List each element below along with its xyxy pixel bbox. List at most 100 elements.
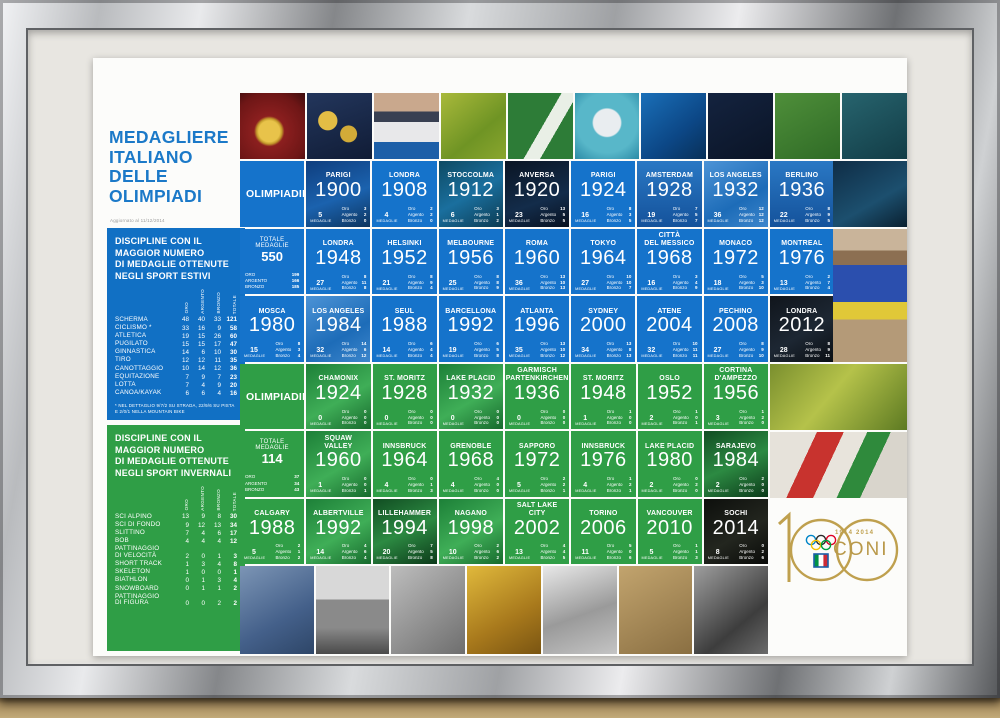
medal-labels: Oro Argento Bronzo bbox=[739, 341, 755, 359]
game-city: GRENOBLE bbox=[450, 442, 492, 450]
medal-count: 34 MEDAGLIE bbox=[575, 347, 597, 359]
game-cell-londra-2012: LONDRA 2012 28 MEDAGLIE Oro Argento Bronzo 8 9 11 bbox=[769, 296, 834, 362]
discipline-row: LOTTA 7 4 9 20 bbox=[115, 381, 237, 389]
discipline-value: 2 bbox=[233, 585, 237, 593]
medal-numbers: 13 10 12 bbox=[560, 341, 566, 359]
discipline-value: 1 bbox=[201, 585, 205, 593]
medal-count: 5 MEDAGLIE bbox=[310, 211, 332, 223]
game-city: LOS ANGELES bbox=[312, 307, 365, 315]
game-city: CITTÀ DEL MESSICO bbox=[644, 232, 695, 247]
medal-labels: Oro Argento Bronzo bbox=[606, 341, 623, 359]
photo-runner-celebrating bbox=[833, 229, 907, 362]
discipline-value: 1 bbox=[217, 552, 221, 560]
medal-labels: Oro Argento Bronzo bbox=[540, 543, 557, 561]
game-cell-oslo-1952: OSLO 1952 2 MEDAGLIE Oro Argento Bronzo 1 0 1 bbox=[637, 364, 702, 430]
medal-row: 5 MEDAGLIE Oro Argento Bronzo 2 2 1 bbox=[509, 476, 565, 494]
medal-labels: Oro Argento Bronzo bbox=[540, 206, 557, 223]
discipline-name: PUGILATO bbox=[115, 340, 148, 348]
medal-labels: Oro Argento Bronzo bbox=[407, 206, 424, 223]
discipline-value: 17 bbox=[213, 340, 221, 348]
discipline-value: 13 bbox=[213, 521, 221, 529]
medal-numbers: 13 8 13 bbox=[626, 341, 632, 359]
winter-disciplines-panel: DISCIPLINE CON IL MAGGIOR NUMERO DI MEDAGL… bbox=[107, 425, 245, 651]
game-cell-mosca-1980: MOSCA 1980 15 MEDAGLIE Oro Argento Bronzo 8 3 4 bbox=[240, 296, 305, 362]
game-cell-pechino-2008: PECHINO 2008 27 MEDAGLIE Oro Argento Bronzo 8 9 1… bbox=[703, 296, 768, 362]
discipline-value: 19 bbox=[181, 332, 189, 340]
medal-labels: Oro Argento Bronzo bbox=[407, 543, 424, 561]
game-year: 1956 bbox=[712, 382, 760, 404]
game-cell-parigi-1924: PARIGI 1924 16 MEDAGLIE Oro Argento Bronzo 8 3 5 bbox=[571, 161, 636, 227]
game-city: ST. MORITZ bbox=[582, 375, 624, 383]
game-cell-cortina-d-ampezzo-1956: CORTINA D'AMPEZZO 1956 3 MEDAGLIE Oro Argento B… bbox=[703, 364, 768, 430]
discipline-value: 1 bbox=[185, 569, 189, 577]
game-city: MOSCA bbox=[258, 307, 286, 315]
medal-count: 14 MEDAGLIE bbox=[376, 347, 398, 359]
game-cell-stoccolma-1912: STOCCOLMA 1912 6 MEDAGLIE Oro Argento Bronzo 3 1… bbox=[438, 161, 503, 227]
games-total-cell: TOTALE MEDAGLIE 114 ORO 37 ARGENTO 34 BRONZO 43 bbox=[240, 431, 305, 497]
discipline-value: 30 bbox=[229, 349, 237, 357]
discipline-value: 2 bbox=[185, 552, 189, 560]
discipline-name: SNOWBOARD bbox=[115, 584, 159, 592]
discipline-value: 48 bbox=[181, 316, 189, 324]
discipline-row: SCHERMA 48 40 33 121 bbox=[115, 316, 237, 324]
summer-disciplines-panel: DISCIPLINE CON IL MAGGIOR NUMERO DI MEDAGL… bbox=[107, 228, 245, 420]
game-city: STOCCOLMA bbox=[447, 172, 495, 180]
game-year: 1992 bbox=[447, 314, 495, 337]
discipline-value: 4 bbox=[217, 560, 221, 568]
medal-row: 25 MEDAGLIE Oro Argento Bronzo 8 8 9 bbox=[443, 274, 499, 292]
coni-wordmark: CONI bbox=[833, 539, 889, 560]
medal-labels: Oro Argento Bronzo bbox=[341, 408, 358, 426]
discipline-value: 33 bbox=[181, 324, 189, 332]
medal-labels: Oro Argento Bronzo bbox=[474, 543, 490, 561]
medal-count: 10 MEDAGLIE bbox=[442, 549, 464, 561]
discipline-value: 6 bbox=[201, 390, 205, 398]
game-city: SYDNEY bbox=[588, 307, 619, 315]
photo-winter-sport bbox=[770, 364, 907, 430]
top-photo-strip bbox=[240, 93, 908, 159]
game-year: 1988 bbox=[381, 314, 428, 337]
game-year: 1900 bbox=[315, 179, 362, 201]
medal-count: 5 MEDAGLIE bbox=[244, 549, 266, 561]
game-cell-anversa-1920: ANVERSA 1920 23 MEDAGLIE Oro Argento Bronzo 13 5… bbox=[504, 161, 570, 227]
medal-count: 32 MEDAGLIE bbox=[641, 347, 663, 359]
game-cell-sydney-2000: SYDNEY 2000 34 MEDAGLIE Oro Argento Bronzo 13 8 1… bbox=[571, 296, 636, 362]
game-city: SARAJEVO bbox=[715, 442, 756, 450]
discipline-row: PATTINAGGIO DI VELOCITÀ 2 0 1 3 bbox=[115, 545, 237, 561]
game-cell-garmisch-partenkirchen-1936: GARMISCH PARTENKIRCHEN 1936 0 MEDAGLIE Oro Arg… bbox=[505, 364, 570, 430]
discipline-value: 7 bbox=[185, 373, 189, 381]
discipline-value: 1 bbox=[217, 585, 221, 593]
medal-numbers: 8 11 8 bbox=[361, 273, 367, 291]
game-cell-berlino-1936: BERLINO 1936 22 MEDAGLIE Oro Argento Bronzo 8 9 5 bbox=[769, 161, 834, 227]
game-city: MONTREAL bbox=[781, 239, 823, 247]
game-city: CALGARY bbox=[254, 509, 290, 517]
game-year: 1948 bbox=[580, 382, 627, 404]
medal-row: 32 MEDAGLIE Oro Argento Bronzo 14 6 12 bbox=[310, 341, 366, 359]
discipline-value: 0 bbox=[185, 585, 189, 593]
medal-labels: Oro Argento Bronzo bbox=[805, 273, 821, 291]
game-cell-los-angeles-1984: LOS ANGELES 1984 32 MEDAGLIE Oro Argento Bronz… bbox=[306, 296, 371, 362]
photo-swimmer-pool bbox=[641, 93, 707, 159]
medal-labels: Oro Argento Bronzo bbox=[739, 476, 755, 493]
discipline-value: 9 bbox=[185, 521, 189, 529]
discipline-value: 60 bbox=[229, 332, 237, 340]
medal-row: 1 MEDAGLIE Oro Argento Bronzo 1 0 0 bbox=[575, 409, 631, 427]
game-cell-lake-placid-1980: LAKE PLACID 1980 2 MEDAGLIE Oro Argento Bronzo… bbox=[637, 431, 702, 497]
game-city: INNSBRUCK bbox=[581, 442, 626, 450]
game-city: TORINO bbox=[589, 509, 618, 517]
discipline-value: 9 bbox=[217, 324, 221, 332]
game-cell-atene-2004: ATENE 2004 32 MEDAGLIE Oro Argento Bronzo 10 11 1… bbox=[637, 296, 702, 362]
medal-count: 0 MEDAGLIE bbox=[442, 414, 464, 426]
discipline-row: EQUITAZIONE 7 9 7 23 bbox=[115, 373, 237, 381]
medal-count: 2 MEDAGLIE bbox=[641, 414, 663, 426]
discipline-row: SCI DI FONDO 9 12 13 34 bbox=[115, 521, 237, 529]
medal-row: 27 MEDAGLIE Oro Argento Bronzo 8 11 8 bbox=[310, 274, 366, 292]
discipline-value: 15 bbox=[197, 340, 205, 348]
